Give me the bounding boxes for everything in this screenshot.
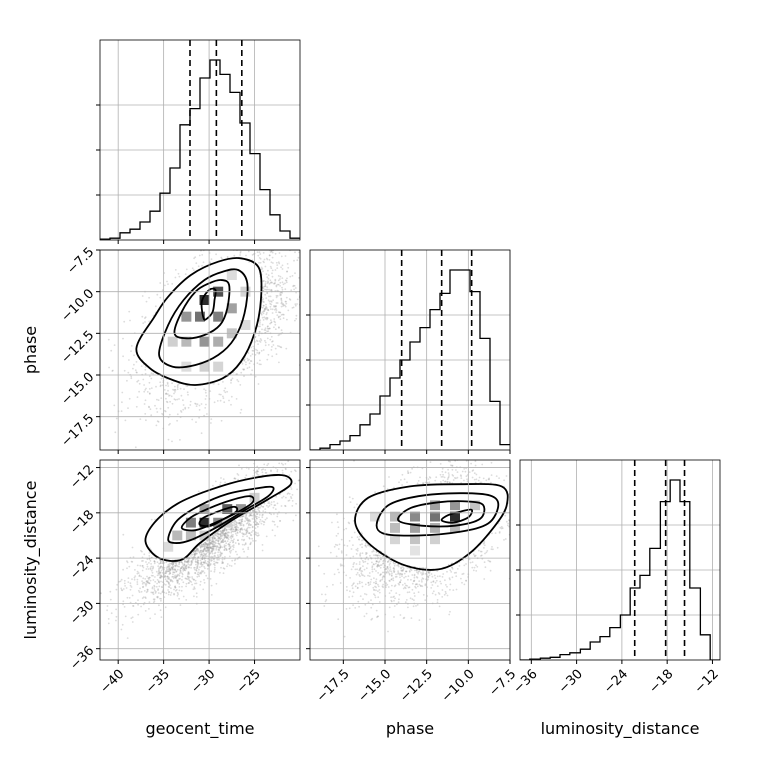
- contour-line-3: [354, 483, 509, 571]
- y-tick-label: −10.0: [59, 286, 98, 325]
- x-tick-label: −25: [234, 667, 264, 697]
- x-tick-label: −17.5: [314, 667, 353, 706]
- x-tick-label: −12.5: [397, 667, 436, 706]
- contour-line-3: [135, 257, 263, 386]
- density-cell: [213, 336, 224, 347]
- density-cell: [470, 500, 480, 511]
- density-cell: [430, 511, 440, 522]
- histogram-step-geocent_time: [100, 59, 300, 240]
- density-cell: [430, 500, 440, 511]
- density-cell: [226, 270, 237, 280]
- joint-plot-area: [100, 460, 300, 639]
- x-tick-label: −18: [646, 667, 676, 697]
- joint-panel-geocent_time-luminosity_distance: −40 −35 −30 −25 −36 −30 −24 −18 −12: [67, 459, 301, 697]
- y-tick-label: −24: [67, 553, 97, 583]
- density-cell: [240, 320, 251, 330]
- density-cell: [410, 545, 420, 556]
- density-cell: [163, 541, 174, 552]
- y-tick-label: −7.5: [64, 245, 97, 278]
- y-tick-label: −15.0: [59, 370, 98, 409]
- density-cell: [185, 517, 196, 528]
- x-tick-label: −35: [143, 667, 173, 697]
- x-tick-label: −15.0: [356, 667, 395, 706]
- density-cell: [199, 361, 210, 372]
- density-cell: [390, 534, 400, 545]
- density-cell: [410, 523, 420, 533]
- joint-panel-phase-luminosity_distance: −17.5 −15.0 −12.5 −10.0 −7.5: [306, 459, 519, 706]
- density-cell: [181, 311, 192, 322]
- panel-frame: [99, 249, 301, 451]
- contour-line-1: [397, 500, 486, 528]
- histogram-panel-luminosity_distance: −36 −30 −24 −18 −12: [511, 459, 722, 697]
- y-tick-label: −36: [67, 643, 97, 673]
- density-cell: [410, 534, 420, 545]
- panel-frame: [99, 39, 301, 241]
- y-axis-label-phase: phase: [21, 326, 40, 374]
- y-tick-label: −12: [67, 462, 97, 492]
- joint-panel-geocent_time-phase: −17.5−15.0−12.5−10.0 −7.5: [59, 245, 301, 454]
- panel-frame: [99, 459, 301, 661]
- axis-labels-layer: geocent_time phase luminosity_distancephas…: [21, 326, 699, 739]
- density-cell: [370, 511, 380, 522]
- contour-line-1: [173, 279, 231, 340]
- contour-line-0: [440, 508, 473, 524]
- density-cell: [430, 523, 440, 533]
- density-cell: [199, 517, 210, 528]
- density-cell: [172, 530, 183, 541]
- x-tick-label: −12: [692, 667, 722, 697]
- x-tick-label: −24: [601, 667, 631, 697]
- density-cell: [181, 336, 192, 347]
- density-cell: [450, 511, 460, 522]
- density-cell: [167, 336, 178, 347]
- density-cell: [199, 336, 210, 347]
- density-cell: [195, 311, 205, 322]
- x-tick-label: −30: [556, 667, 586, 697]
- contour-line-2: [158, 268, 249, 369]
- x-axis-label-phase: phase: [386, 719, 434, 738]
- panel-frame: [309, 249, 511, 451]
- contour-line-3: [144, 474, 293, 562]
- joint-plot-area: [317, 460, 510, 638]
- density-cell: [410, 511, 420, 522]
- density-cell: [185, 530, 196, 541]
- y-tick-label: −17.5: [59, 411, 98, 450]
- x-tick-label: −36: [511, 667, 541, 697]
- density-cell: [390, 511, 400, 522]
- histogram-step-phase: [310, 269, 510, 450]
- histogram-panel-geocent_time: [96, 39, 301, 244]
- y-tick-label: −30: [67, 598, 97, 628]
- x-axis-label-geocent_time: geocent_time: [146, 719, 255, 739]
- density-cell: [213, 361, 224, 372]
- panels-layer: −36 −30 −24 −18 −12−17.5−15.0−12.5−10.0−7.5−…: [59, 39, 722, 706]
- x-tick-label: −40: [97, 667, 127, 697]
- density-cell: [450, 523, 460, 533]
- contour-line-2: [167, 485, 275, 544]
- histogram-panel-phase: [306, 249, 511, 454]
- panel-frame: [519, 459, 721, 661]
- x-axis-label-luminosity_distance: luminosity_distance: [541, 719, 700, 739]
- density-cell: [226, 303, 237, 314]
- contour-line-0: [200, 287, 217, 321]
- y-tick-label: −12.5: [59, 328, 98, 367]
- density-cell: [213, 311, 224, 322]
- y-tick-label: −18: [67, 508, 97, 538]
- contour-line-2: [375, 492, 500, 537]
- density-cell: [235, 504, 246, 514]
- panel-frame: [309, 459, 511, 661]
- density-cell: [390, 523, 400, 533]
- density-cell: [199, 504, 210, 514]
- joint-plot-area: [107, 250, 300, 449]
- x-tick-label: −30: [188, 667, 218, 697]
- y-axis-label-luminosity_distance: luminosity_distance: [21, 481, 41, 640]
- density-cell: [199, 530, 210, 541]
- density-cell: [199, 295, 210, 305]
- density-cell: [430, 534, 440, 545]
- x-tick-label: −10.0: [439, 667, 478, 706]
- density-cell: [450, 500, 460, 511]
- contour-line-0: [198, 505, 239, 527]
